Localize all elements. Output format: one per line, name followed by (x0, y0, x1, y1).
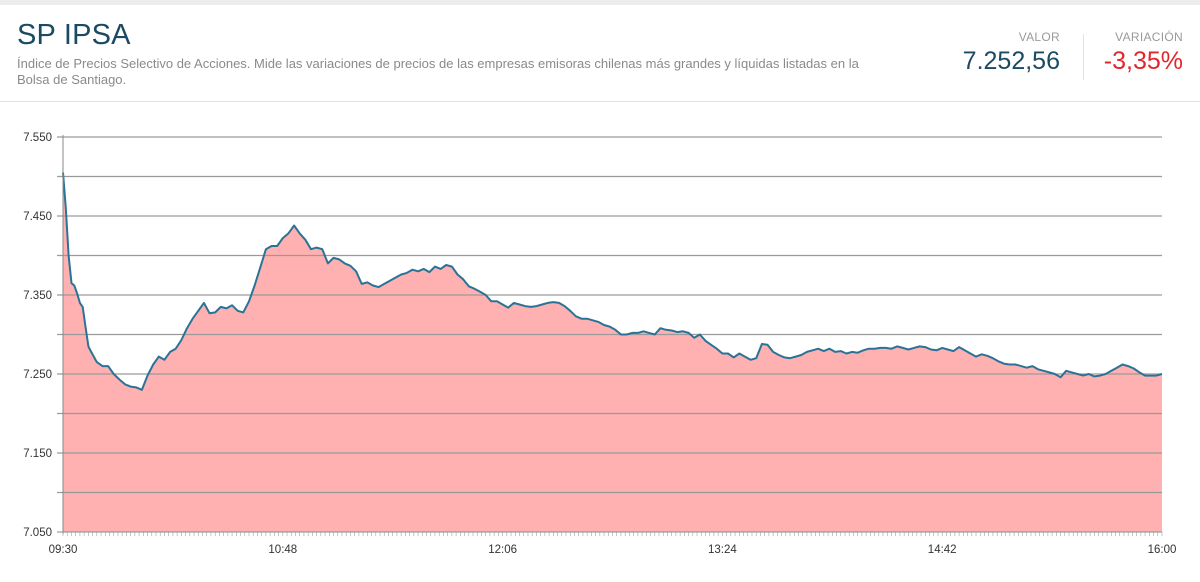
variation-amount: -3,35% (1103, 47, 1183, 75)
x-axis-minor-ticks (62, 532, 1163, 536)
index-header: SP IPSA Índice de Precios Selectivo de A… (0, 5, 1200, 102)
index-description: Índice de Precios Selectivo de Acciones.… (17, 56, 859, 87)
major-gridlines (57, 136, 1162, 533)
x-tick-label: 14:42 (928, 544, 957, 556)
x-tick-label: 09:30 (49, 544, 78, 556)
x-tick-label: 12:06 (488, 544, 517, 556)
value-stat: VALOR 7.252,56 (963, 30, 1060, 76)
price-area-fill (63, 172, 1162, 532)
y-tick-label: 7.150 (23, 448, 52, 460)
y-tick-label: 7.450 (23, 211, 52, 223)
y-tick-label: 7.250 (23, 369, 52, 381)
value-amount: 7.252,56 (962, 47, 1060, 75)
x-axis-labels: 09:30 10:48 12:06 13:24 14:42 16:00 (49, 544, 1177, 556)
y-tick-label: 7.050 (23, 527, 52, 539)
y-tick-label: 7.350 (23, 290, 52, 302)
variation-label: VARIACIÓN (1115, 30, 1183, 44)
y-tick-label: 7.550 (23, 132, 52, 144)
area-chart-svg[interactable]: 7.050 7.150 7.250 7.350 7.450 7.550 09:30 10:4… (0, 102, 1200, 577)
x-tick-label: 10:48 (268, 544, 297, 556)
stat-divider (1083, 34, 1084, 80)
y-axis-labels: 7.050 7.150 7.250 7.350 7.450 7.550 (23, 132, 52, 539)
variation-stat: VARIACIÓN -3,35% (1104, 30, 1183, 76)
page-title: SP IPSA (17, 19, 131, 51)
x-tick-label: 16:00 (1148, 544, 1177, 556)
price-chart[interactable]: 7.050 7.150 7.250 7.350 7.450 7.550 09:30 10:4… (0, 102, 1200, 577)
price-line[interactable] (62, 172, 1163, 391)
value-label: VALOR (1018, 30, 1060, 44)
top-bar (0, 0, 1200, 5)
x-tick-label: 13:24 (708, 544, 737, 556)
